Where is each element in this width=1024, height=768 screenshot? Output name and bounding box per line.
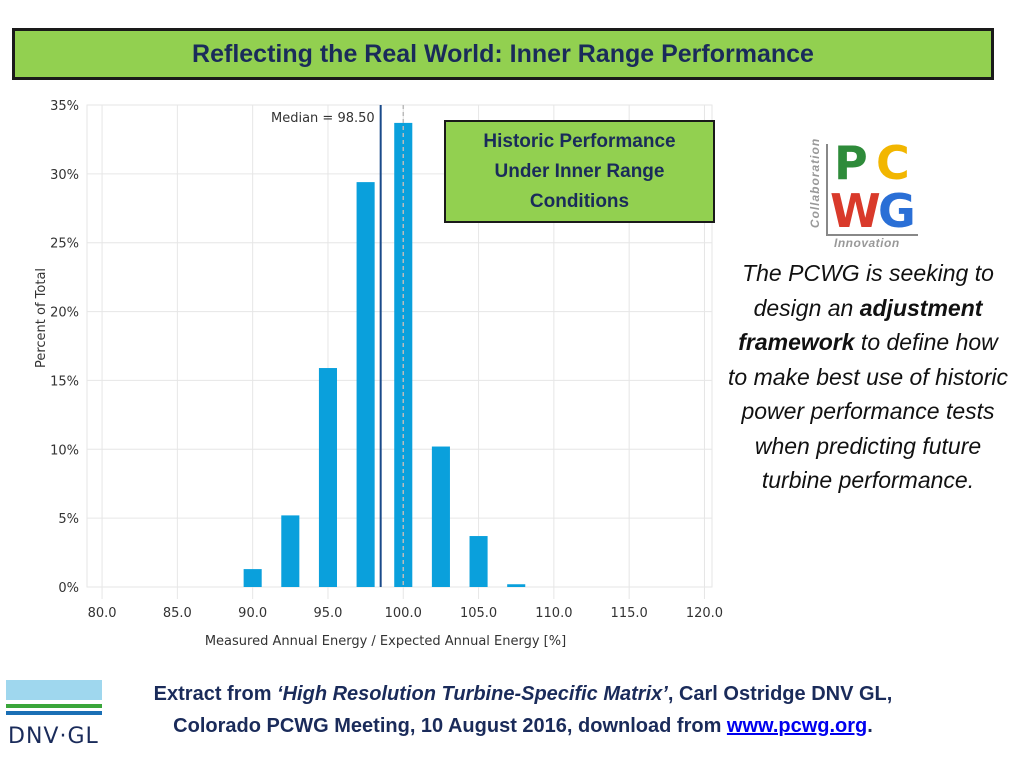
x-axis-title: Measured Annual Energy / Expected Annual… bbox=[205, 634, 566, 649]
x-tick-label: 80.0 bbox=[88, 606, 117, 621]
logo-frame-vertical bbox=[826, 144, 828, 236]
logo-collaboration-text: Collaboration bbox=[808, 137, 823, 229]
pcwg-link[interactable]: www.pcwg.org bbox=[726, 715, 868, 737]
dnv-gl-logo: DNV·GL bbox=[6, 680, 102, 750]
bars-layer bbox=[243, 122, 526, 587]
x-tick-label: 105.0 bbox=[460, 606, 497, 621]
histogram-bar bbox=[243, 569, 262, 587]
y-tick-label: 0% bbox=[58, 581, 79, 596]
histogram-bar bbox=[469, 536, 488, 587]
y-tick-label: 10% bbox=[50, 443, 79, 458]
y-tick-label: 15% bbox=[50, 374, 79, 389]
y-tick-label: 30% bbox=[50, 168, 79, 183]
logo-innovation-text: Innovation bbox=[834, 236, 900, 250]
footer-meeting: Colorado PCWG Meeting, 10 August 2016, d… bbox=[173, 715, 727, 737]
x-tick-label: 115.0 bbox=[611, 606, 648, 621]
axis-layer: 0% 5% 10% 15% 20% 25% 30% 35% 80.0 85.0 90.0 95.0 10… bbox=[50, 99, 723, 621]
footer-source-title: ‘High Resolution Turbine-Specific Matrix… bbox=[277, 683, 668, 705]
callout-line-1: Historic Performance bbox=[483, 130, 676, 152]
footer-prefix: Extract from bbox=[153, 683, 278, 705]
footer-line-2: Colorado PCWG Meeting, 10 August 2016, d… bbox=[108, 710, 938, 742]
side-text-part-1: The PCWG is seeking to design an bbox=[742, 260, 994, 321]
logo-letter-w: W bbox=[830, 184, 881, 238]
footer-citation: Extract from ‘High Resolution Turbine-Sp… bbox=[108, 678, 938, 742]
y-tick-label: 35% bbox=[50, 99, 79, 114]
side-text-bold: adjustment framework bbox=[738, 294, 983, 356]
logo-letter-g: G bbox=[878, 184, 916, 238]
slide-title: Reflecting the Real World: Inner Range P… bbox=[192, 39, 814, 68]
x-tick-label: 95.0 bbox=[313, 606, 342, 621]
x-tick-label: 90.0 bbox=[238, 606, 267, 621]
callout-line-2: Under Inner Range bbox=[494, 160, 665, 182]
side-text-part-2: to define how to make best use of histor… bbox=[728, 329, 1008, 493]
logo-stripe-light bbox=[6, 680, 102, 700]
y-tick-label: 20% bbox=[50, 306, 79, 321]
logo-stripe-green bbox=[6, 704, 102, 708]
dnv-gl-wordmark: DNV·GL bbox=[8, 724, 99, 749]
histogram-bar bbox=[318, 368, 337, 587]
logo-frame-horizontal bbox=[826, 234, 918, 236]
logo-letter-c: C bbox=[876, 136, 910, 190]
y-tick-label: 25% bbox=[50, 237, 79, 252]
logo-stripe-blue bbox=[6, 711, 102, 715]
callout-line-3: Conditions bbox=[529, 190, 630, 212]
histogram-bar bbox=[281, 515, 300, 587]
title-bar: Reflecting the Real World: Inner Range P… bbox=[12, 28, 994, 80]
x-tick-label: 120.0 bbox=[686, 606, 723, 621]
footer-line-1: Extract from ‘High Resolution Turbine-Sp… bbox=[108, 678, 938, 710]
x-tick-label: 100.0 bbox=[385, 606, 422, 621]
histogram-bar bbox=[356, 182, 375, 587]
footer-period: . bbox=[867, 715, 873, 737]
y-tick-label: 5% bbox=[58, 512, 79, 527]
footer-author: , Carl Ostridge DNV GL, bbox=[667, 683, 893, 705]
x-tick-label: 85.0 bbox=[163, 606, 192, 621]
histogram-bar bbox=[507, 584, 526, 587]
logo-letter-p: P bbox=[834, 136, 868, 190]
side-description: The PCWG is seeking to design an adjustm… bbox=[728, 256, 1008, 498]
median-label: Median = 98.50 bbox=[271, 111, 375, 126]
pcwg-logo: Collaboration P C W G Innovation bbox=[804, 136, 924, 252]
histogram-bar bbox=[394, 122, 413, 587]
histogram-bar bbox=[431, 446, 450, 587]
y-axis-title: Percent of Total bbox=[34, 268, 49, 368]
callout-box: Historic Performance Under Inner Range C… bbox=[444, 120, 715, 223]
x-tick-label: 110.0 bbox=[535, 606, 572, 621]
